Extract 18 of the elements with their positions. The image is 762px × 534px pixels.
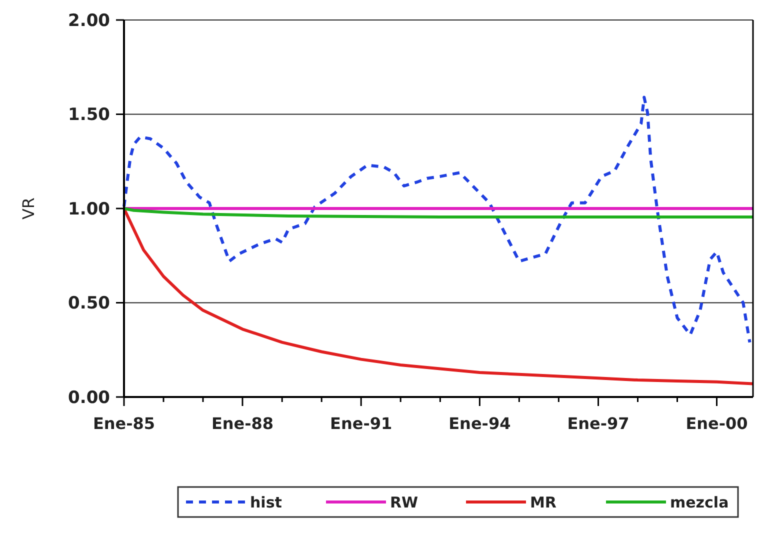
x-tick-label: Ene-85 <box>92 414 156 433</box>
y-axis-title: VR <box>19 197 38 220</box>
legend-label: MR <box>530 493 557 512</box>
x-tick-label: Ene-88 <box>211 414 274 433</box>
line-series <box>122 96 752 344</box>
x-tick-label: Ene-91 <box>330 414 392 433</box>
line-series <box>122 207 754 218</box>
x-tick-label: Ene-97 <box>567 414 630 433</box>
legend-label: mezcla <box>670 493 729 512</box>
x-tick-label: Ene-00 <box>686 414 748 433</box>
x-tick-label: Ene-94 <box>448 414 511 433</box>
y-tick-label: 0.00 <box>68 388 110 408</box>
y-tick-label: 1.00 <box>68 199 110 220</box>
y-tick-label: 1.50 <box>68 105 110 126</box>
y-tick-label: 0.50 <box>68 294 110 314</box>
legend-label: hist <box>250 493 282 512</box>
legend-label: RW <box>390 493 419 512</box>
y-tick-label: 2.00 <box>68 10 110 31</box>
